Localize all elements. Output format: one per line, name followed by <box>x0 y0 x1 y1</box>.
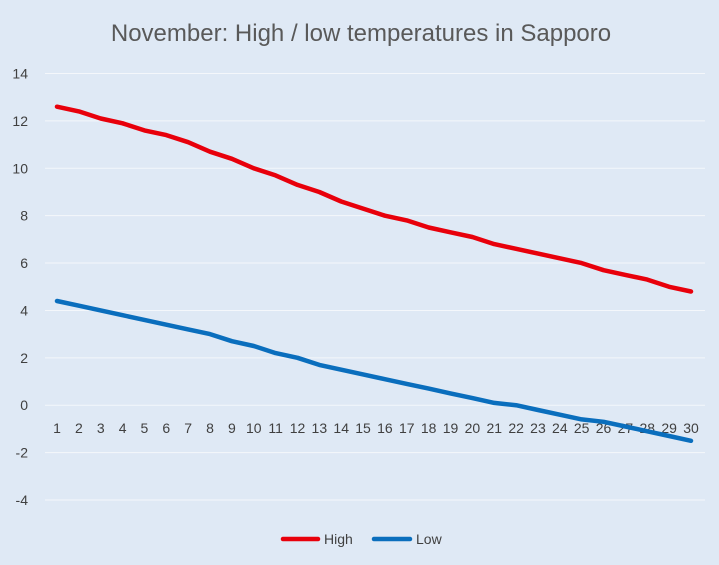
x-tick-label: 12 <box>290 420 306 436</box>
chart-title: November: High / low temperatures in Sap… <box>111 20 611 47</box>
y-tick-label: 14 <box>12 66 28 82</box>
x-tick-label: 15 <box>355 420 371 436</box>
x-tick-label: 2 <box>75 420 83 436</box>
x-tick-label: 1 <box>53 420 61 436</box>
y-tick-label: 0 <box>20 397 28 413</box>
series-lines <box>54 104 694 444</box>
series-line-high <box>54 104 694 294</box>
x-axis-ticks: 1 2 3 4 5 6 7 8 9 10 11 12 13 14 15 16 17 18 19 20 21 22 23 24 2… <box>53 420 699 436</box>
y-tick-label: 6 <box>20 255 28 271</box>
x-tick-label: 30 <box>683 420 699 436</box>
y-tick-label: -4 <box>16 492 29 508</box>
x-tick-label: 18 <box>421 420 437 436</box>
x-tick-label: 5 <box>141 420 149 436</box>
x-tick-label: 23 <box>530 420 546 436</box>
x-tick-label: 20 <box>465 420 481 436</box>
series-line-low <box>54 298 694 444</box>
gridlines <box>45 73 705 501</box>
y-axis-ticks: 14 12 10 8 6 4 2 0 -2 -4 <box>12 66 28 509</box>
x-tick-label: 6 <box>162 420 170 436</box>
x-tick-label: 17 <box>399 420 415 436</box>
y-tick-label: 4 <box>20 302 28 318</box>
x-tick-label: 21 <box>486 420 502 436</box>
x-tick-label: 25 <box>574 420 590 436</box>
x-tick-label: 22 <box>508 420 524 436</box>
x-tick-label: 14 <box>333 420 349 436</box>
y-tick-label: 12 <box>12 113 28 129</box>
x-tick-label: 7 <box>184 420 192 436</box>
legend: High Low <box>280 531 443 547</box>
legend-label-low: Low <box>416 531 443 547</box>
x-tick-label: 9 <box>228 420 236 436</box>
x-tick-label: 19 <box>443 420 459 436</box>
y-tick-label: 2 <box>20 350 28 366</box>
x-tick-label: 4 <box>119 420 127 436</box>
y-tick-label: 8 <box>20 208 28 224</box>
x-tick-label: 13 <box>312 420 328 436</box>
y-tick-label: 10 <box>12 160 28 176</box>
legend-label-high: High <box>324 531 353 547</box>
y-tick-label: -2 <box>16 445 29 461</box>
x-tick-label: 10 <box>246 420 262 436</box>
x-tick-label: 29 <box>661 420 677 436</box>
x-tick-label: 8 <box>206 420 214 436</box>
x-tick-label: 16 <box>377 420 393 436</box>
x-tick-label: 24 <box>552 420 568 436</box>
x-tick-label: 3 <box>97 420 105 436</box>
x-tick-label: 11 <box>268 420 283 436</box>
